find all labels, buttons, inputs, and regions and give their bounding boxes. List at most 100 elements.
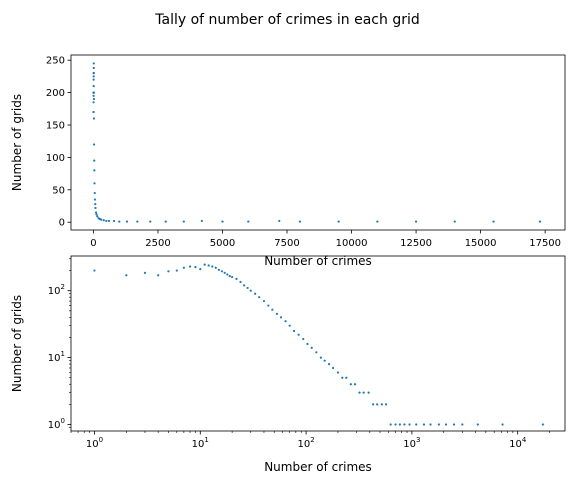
- data-point: [125, 274, 128, 277]
- data-point: [136, 220, 139, 223]
- data-point: [92, 78, 95, 81]
- data-point: [258, 296, 261, 299]
- data-point: [102, 219, 105, 222]
- loglog-points: [93, 263, 544, 426]
- data-point: [93, 143, 96, 146]
- data-point: [384, 403, 388, 406]
- data-point: [93, 169, 96, 172]
- data-point: [380, 403, 383, 406]
- data-point: [292, 329, 296, 333]
- linear-x-tick-label: 0: [90, 238, 96, 249]
- data-point: [279, 316, 283, 319]
- data-point: [239, 280, 242, 284]
- data-point: [92, 101, 95, 104]
- loglog-x-ticks: 100 101 102 103 104: [70, 431, 550, 450]
- data-point: [403, 423, 406, 426]
- data-point: [107, 219, 111, 223]
- data-point: [345, 376, 348, 379]
- linear-x-axis-label: Number of crimes: [264, 254, 372, 268]
- data-point: [231, 275, 234, 279]
- data-point: [298, 220, 302, 223]
- figure-title: Tally of number of crimes in each grid: [154, 12, 420, 28]
- data-point: [444, 423, 448, 426]
- data-point: [249, 289, 252, 292]
- linear-y-tick-label: 150: [46, 121, 65, 132]
- data-point: [93, 198, 97, 201]
- linear-x-tick-label: 5000: [210, 238, 235, 249]
- loglog-y-axis-label: Number of grids: [10, 295, 24, 392]
- data-point: [310, 346, 313, 349]
- data-point: [275, 312, 279, 315]
- linear-x-tick-label: 2500: [145, 238, 170, 249]
- data-point: [207, 264, 210, 267]
- data-point: [92, 110, 95, 114]
- data-point: [453, 220, 456, 223]
- data-point: [143, 271, 147, 274]
- data-point: [367, 391, 370, 394]
- data-point: [437, 423, 440, 426]
- data-point: [331, 366, 335, 370]
- data-point: [92, 72, 95, 75]
- data-point: [389, 423, 392, 426]
- data-point: [125, 220, 129, 223]
- data-point: [323, 359, 326, 362]
- linear-scatter-plot: 0 2500 5000 7500 10000 12500 15000 17500 0 50 100…: [10, 54, 566, 268]
- data-point: [199, 268, 202, 271]
- linear-x-tick-label: 10000: [336, 238, 368, 249]
- loglog-x-axis-label: Number of crimes: [264, 460, 372, 474]
- data-point: [247, 220, 250, 223]
- data-point: [92, 75, 95, 78]
- data-point: [349, 383, 352, 386]
- data-point: [319, 356, 322, 359]
- linear-y-tick-label: 0: [59, 218, 65, 229]
- data-point: [306, 342, 309, 346]
- data-point: [541, 423, 544, 426]
- data-point: [220, 270, 223, 273]
- linear-x-tick-label: 17500: [529, 238, 561, 249]
- data-point: [327, 362, 331, 366]
- data-point: [217, 268, 221, 271]
- data-point: [288, 324, 291, 327]
- data-point: [243, 284, 246, 287]
- linear-points: [92, 62, 542, 223]
- data-point: [92, 85, 95, 88]
- data-point: [100, 218, 103, 221]
- data-point: [92, 97, 96, 101]
- data-point: [376, 403, 379, 406]
- data-point: [92, 66, 95, 70]
- linear-y-tick-label: 100: [46, 153, 65, 164]
- data-point: [221, 220, 224, 223]
- data-point: [271, 308, 274, 311]
- data-point: [93, 159, 96, 162]
- data-point: [164, 220, 167, 223]
- data-point: [254, 292, 257, 295]
- data-point: [200, 219, 203, 223]
- data-point: [358, 391, 361, 394]
- data-point: [203, 263, 206, 266]
- data-point: [336, 371, 340, 374]
- linear-y-axis-label: Number of grids: [10, 94, 24, 191]
- linear-y-tick-label: 250: [46, 56, 65, 67]
- data-point: [94, 211, 98, 214]
- data-point: [262, 299, 266, 303]
- data-point: [95, 213, 98, 216]
- data-point: [93, 191, 96, 195]
- linear-x-ticks: 0 2500 5000 7500 10000 12500 15000 17500: [90, 230, 561, 249]
- data-point: [92, 117, 96, 120]
- data-point: [194, 266, 197, 269]
- data-point: [337, 220, 340, 223]
- data-point: [228, 275, 231, 278]
- data-point: [105, 219, 108, 223]
- data-point: [267, 304, 270, 307]
- data-point: [188, 265, 192, 268]
- data-point: [118, 220, 121, 223]
- data-point: [538, 220, 542, 223]
- data-point: [315, 351, 318, 354]
- data-point: [157, 274, 160, 277]
- data-point: [341, 376, 344, 379]
- data-point: [362, 391, 365, 394]
- data-point: [214, 266, 217, 269]
